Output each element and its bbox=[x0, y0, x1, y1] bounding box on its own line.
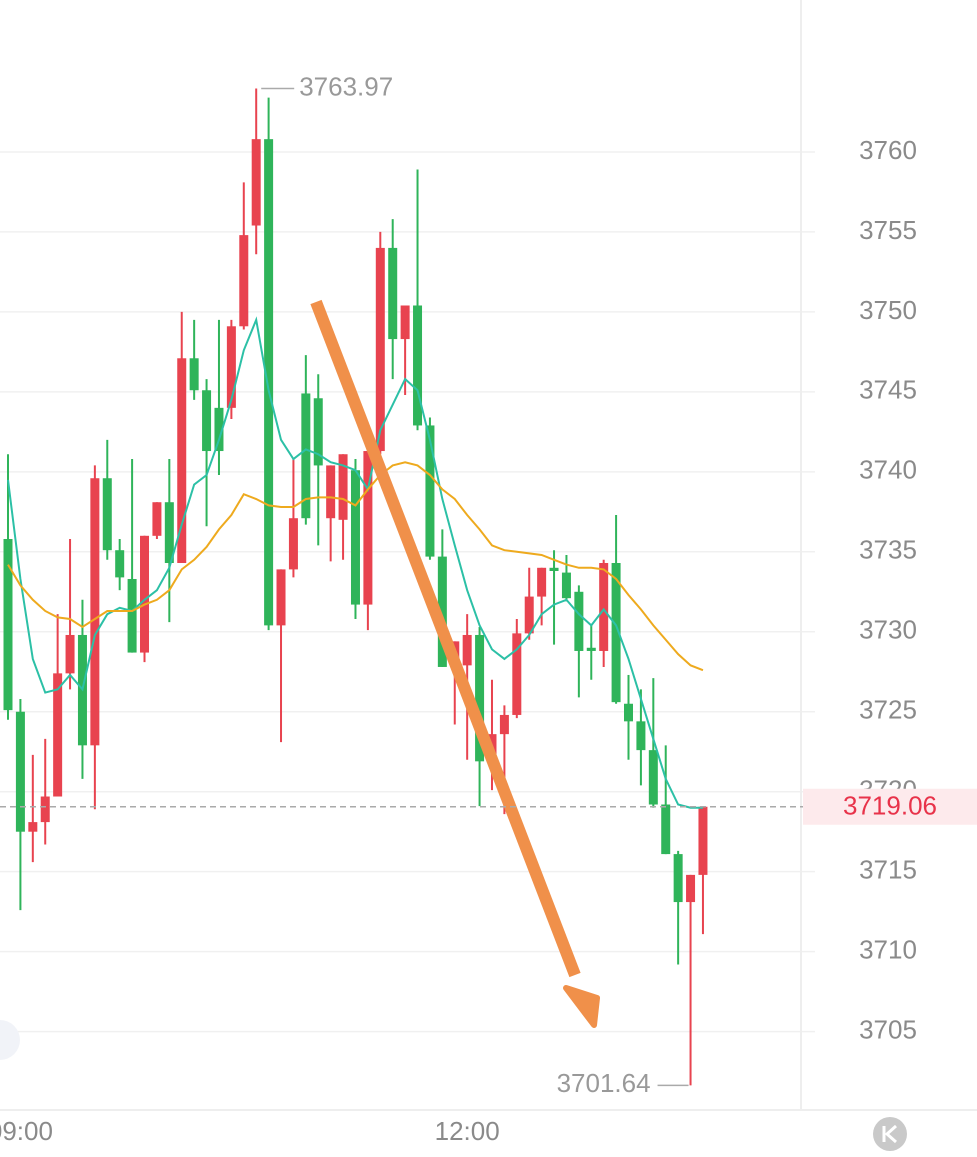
candle-body bbox=[425, 425, 435, 557]
button-circle[interactable] bbox=[873, 1117, 907, 1151]
arrow-head bbox=[563, 985, 600, 1028]
candle-body bbox=[288, 518, 298, 570]
candle-body bbox=[239, 235, 249, 327]
candle-body bbox=[251, 139, 261, 226]
candle-body bbox=[524, 596, 534, 634]
y-tick-label: 3750 bbox=[859, 295, 917, 325]
candle-body bbox=[586, 647, 596, 651]
candle-body bbox=[15, 711, 25, 832]
candle-body bbox=[127, 578, 137, 653]
y-tick-label: 3735 bbox=[859, 535, 917, 565]
y-tick-label: 3730 bbox=[859, 615, 917, 645]
y-tick-label: 3760 bbox=[859, 135, 917, 165]
candle-body bbox=[338, 454, 348, 520]
plot bbox=[3, 88, 708, 1086]
candle-body bbox=[437, 556, 447, 667]
candle-body bbox=[226, 326, 236, 408]
candle-body bbox=[90, 478, 100, 746]
candle-body bbox=[561, 572, 571, 599]
candle-body bbox=[3, 539, 13, 711]
moving-average-line bbox=[7, 461, 704, 672]
high-label: 3763.97 bbox=[299, 71, 393, 101]
candle-body bbox=[202, 390, 212, 452]
candle-body bbox=[214, 407, 224, 452]
candle-body bbox=[264, 139, 274, 626]
candle-body bbox=[413, 305, 423, 426]
candle-body bbox=[326, 465, 336, 519]
x-tick-label: 09:00 bbox=[0, 1116, 53, 1146]
trend-arrow bbox=[310, 299, 600, 1028]
y-tick-label: 3745 bbox=[859, 375, 917, 405]
candle-body bbox=[661, 804, 671, 855]
candle-body bbox=[648, 750, 658, 805]
last-price-label: 3719.06 bbox=[843, 791, 937, 821]
y-tick-label: 3740 bbox=[859, 455, 917, 485]
candle-body bbox=[611, 562, 621, 703]
candle-body bbox=[698, 806, 708, 875]
candle-body bbox=[388, 247, 398, 340]
candle-body bbox=[599, 562, 609, 651]
candle-body bbox=[276, 569, 286, 626]
candle-body bbox=[189, 358, 199, 391]
x-tick-label: 12:00 bbox=[435, 1116, 500, 1146]
y-tick-label: 3705 bbox=[859, 1015, 917, 1045]
grid: 3705371037153720372537303735374037453750… bbox=[0, 135, 917, 1146]
candle-body bbox=[65, 634, 75, 674]
last-price-box bbox=[803, 788, 977, 825]
candle-body bbox=[686, 874, 696, 903]
y-tick-label: 3725 bbox=[859, 695, 917, 725]
candle-body bbox=[301, 393, 311, 519]
side-handle[interactable] bbox=[0, 1020, 20, 1060]
candle-body bbox=[140, 535, 150, 653]
candle-body bbox=[537, 567, 547, 597]
candle-body bbox=[40, 796, 50, 823]
candle-body bbox=[636, 721, 646, 751]
overlay: 3719.06 3763.97 3701.64 bbox=[0, 71, 977, 1098]
candle-body bbox=[499, 714, 509, 735]
candle-body bbox=[152, 502, 162, 536]
y-tick-label: 3710 bbox=[859, 935, 917, 965]
candle-body bbox=[313, 398, 323, 466]
candle-body bbox=[462, 634, 472, 666]
button-icon bbox=[882, 1124, 897, 1144]
candle-body bbox=[28, 822, 38, 832]
candle-body bbox=[512, 633, 522, 715]
candle-body bbox=[363, 451, 373, 605]
candle-body bbox=[164, 502, 174, 563]
candle-body bbox=[400, 305, 410, 340]
candle-body bbox=[549, 567, 559, 571]
candle-body bbox=[53, 673, 63, 797]
candle-body bbox=[673, 854, 683, 903]
candle-body bbox=[624, 703, 633, 722]
candle-body bbox=[102, 478, 112, 551]
low-label: 3701.64 bbox=[557, 1068, 651, 1098]
arrow-shaft bbox=[310, 299, 581, 978]
candle-body bbox=[475, 634, 485, 762]
y-tick-label: 3715 bbox=[859, 855, 917, 885]
collapse-button[interactable] bbox=[873, 1117, 907, 1151]
candle-body bbox=[375, 247, 385, 452]
candle-body bbox=[177, 358, 187, 563]
moving-average-line bbox=[7, 316, 703, 809]
candle-body bbox=[574, 591, 584, 651]
candle-body bbox=[350, 470, 360, 605]
y-tick-label: 3755 bbox=[859, 215, 917, 245]
candle-body bbox=[115, 550, 125, 578]
